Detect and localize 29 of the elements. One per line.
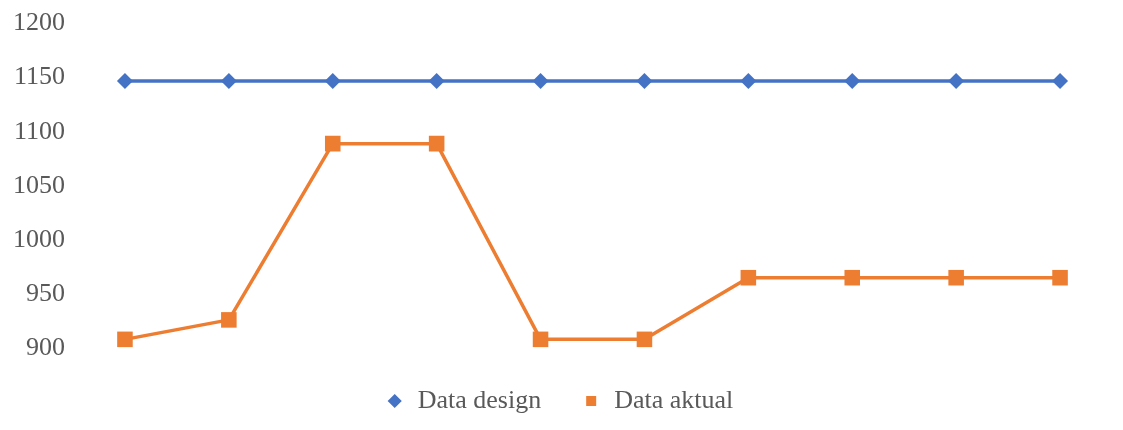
point: [636, 331, 653, 348]
point: [636, 72, 653, 89]
point: [221, 312, 237, 328]
legend-label: Data design: [417, 384, 542, 414]
point: [948, 269, 964, 286]
y-tick-label: 1200: [13, 7, 65, 37]
point: [740, 269, 757, 286]
point: [532, 72, 549, 89]
point: [428, 135, 445, 152]
point: [1052, 269, 1068, 286]
y-tick-label: 1000: [13, 223, 65, 253]
point: [324, 135, 341, 152]
y-tick-label: 950: [26, 277, 65, 307]
point: [844, 269, 861, 286]
point: [116, 72, 133, 89]
y-tick-label: 1050: [13, 169, 65, 199]
point: [117, 331, 133, 348]
point: [844, 72, 861, 89]
point: [740, 72, 757, 89]
point: [324, 72, 341, 89]
point: [532, 331, 549, 348]
point: [428, 72, 445, 89]
legend-label: Data aktual: [614, 384, 734, 414]
point: [220, 72, 237, 89]
y-tick-label: 900: [26, 331, 65, 361]
y-tick-label: 1150: [13, 61, 65, 91]
point: [1052, 72, 1069, 89]
point: [948, 72, 965, 89]
y-tick-label: 1100: [13, 115, 65, 145]
